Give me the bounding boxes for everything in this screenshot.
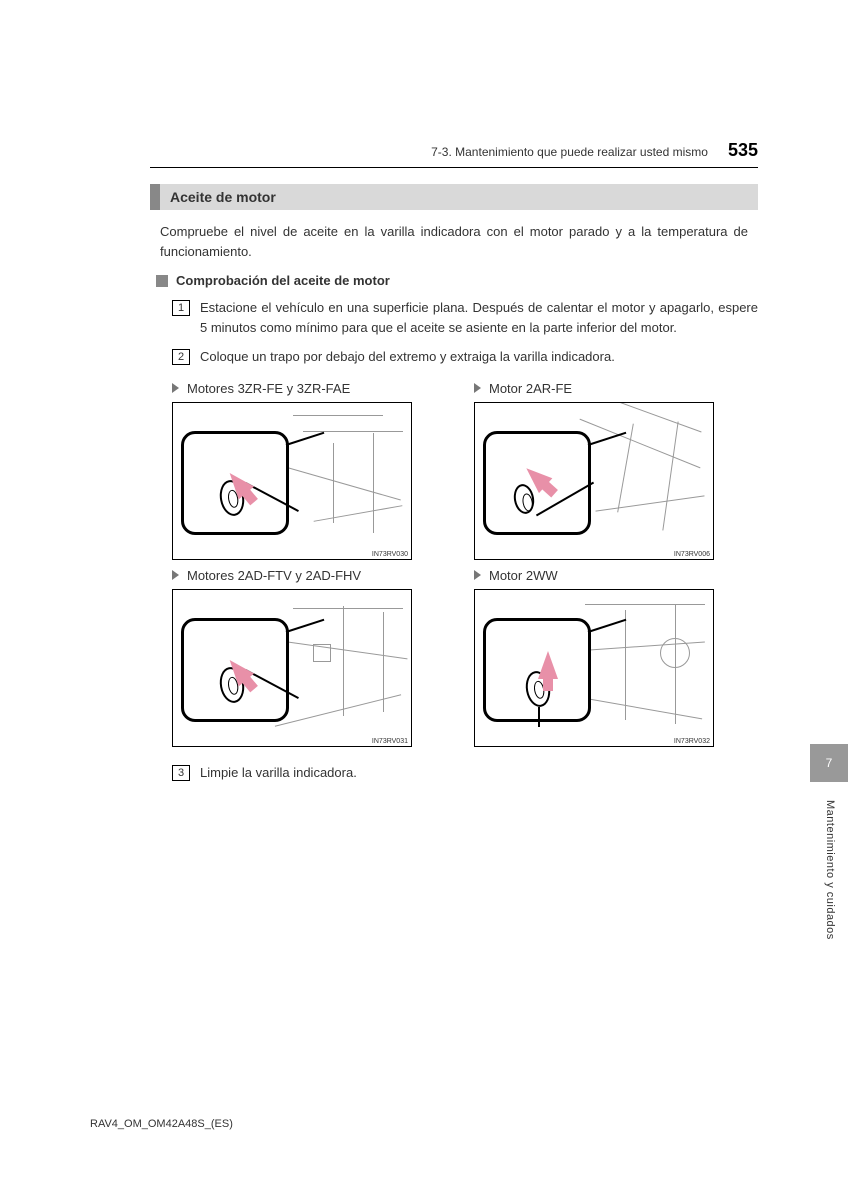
figure-label-text: Motores 3ZR-FE y 3ZR-FAE (187, 381, 350, 396)
step-3: 3 Limpie la varilla indicadora. (150, 763, 758, 783)
figure-a: IN73RV030 (172, 402, 412, 560)
figure-b: IN73RV006 (474, 402, 714, 560)
chapter-label: Mantenimiento y cuidados (824, 800, 836, 940)
square-bullet-icon (156, 275, 168, 287)
chapter-tab: 7 (810, 744, 848, 782)
chapter-number: 7 (826, 756, 833, 770)
triangle-bullet-icon (172, 383, 179, 393)
figure-label: Motor 2AR-FE (474, 381, 758, 396)
triangle-bullet-icon (474, 570, 481, 580)
page-header: 7-3. Mantenimiento que puede realizar us… (150, 140, 758, 168)
triangle-bullet-icon (474, 383, 481, 393)
figure-label: Motores 3ZR-FE y 3ZR-FAE (172, 381, 456, 396)
step-2: 2 Coloque un trapo por debajo del extrem… (150, 347, 758, 367)
step-number: 3 (172, 765, 190, 781)
intro-text: Compruebe el nivel de aceite en la varil… (150, 222, 758, 273)
triangle-bullet-icon (172, 570, 179, 580)
breadcrumb: 7-3. Mantenimiento que puede realizar us… (431, 145, 708, 159)
step-text: Limpie la varilla indicadora. (200, 763, 357, 783)
step-number: 2 (172, 349, 190, 365)
page-number: 535 (728, 140, 758, 161)
figure-label: Motor 2WW (474, 568, 758, 583)
step-text: Coloque un trapo por debajo del extremo … (200, 347, 615, 367)
subheading-text: Comprobación del aceite de motor (176, 273, 390, 288)
figure-label-text: Motor 2WW (489, 568, 558, 583)
step-number: 1 (172, 300, 190, 316)
figure-label-text: Motores 2AD-FTV y 2AD-FHV (187, 568, 361, 583)
figure-c: IN73RV031 (172, 589, 412, 747)
figure-label-text: Motor 2AR-FE (489, 381, 572, 396)
figure-label: Motores 2AD-FTV y 2AD-FHV (172, 568, 456, 583)
figure-grid: Motores 3ZR-FE y 3ZR-FAE IN73RV030 (150, 377, 758, 755)
footer-code: RAV4_OM_OM42A48S_(ES) (90, 1118, 233, 1130)
step-text: Estacione el vehículo en una superficie … (200, 298, 758, 337)
figure-d: IN73RV032 (474, 589, 714, 747)
subheading: Comprobación del aceite de motor (150, 273, 758, 288)
section-title: Aceite de motor (150, 184, 758, 210)
step-1: 1 Estacione el vehículo en una superfici… (150, 298, 758, 337)
